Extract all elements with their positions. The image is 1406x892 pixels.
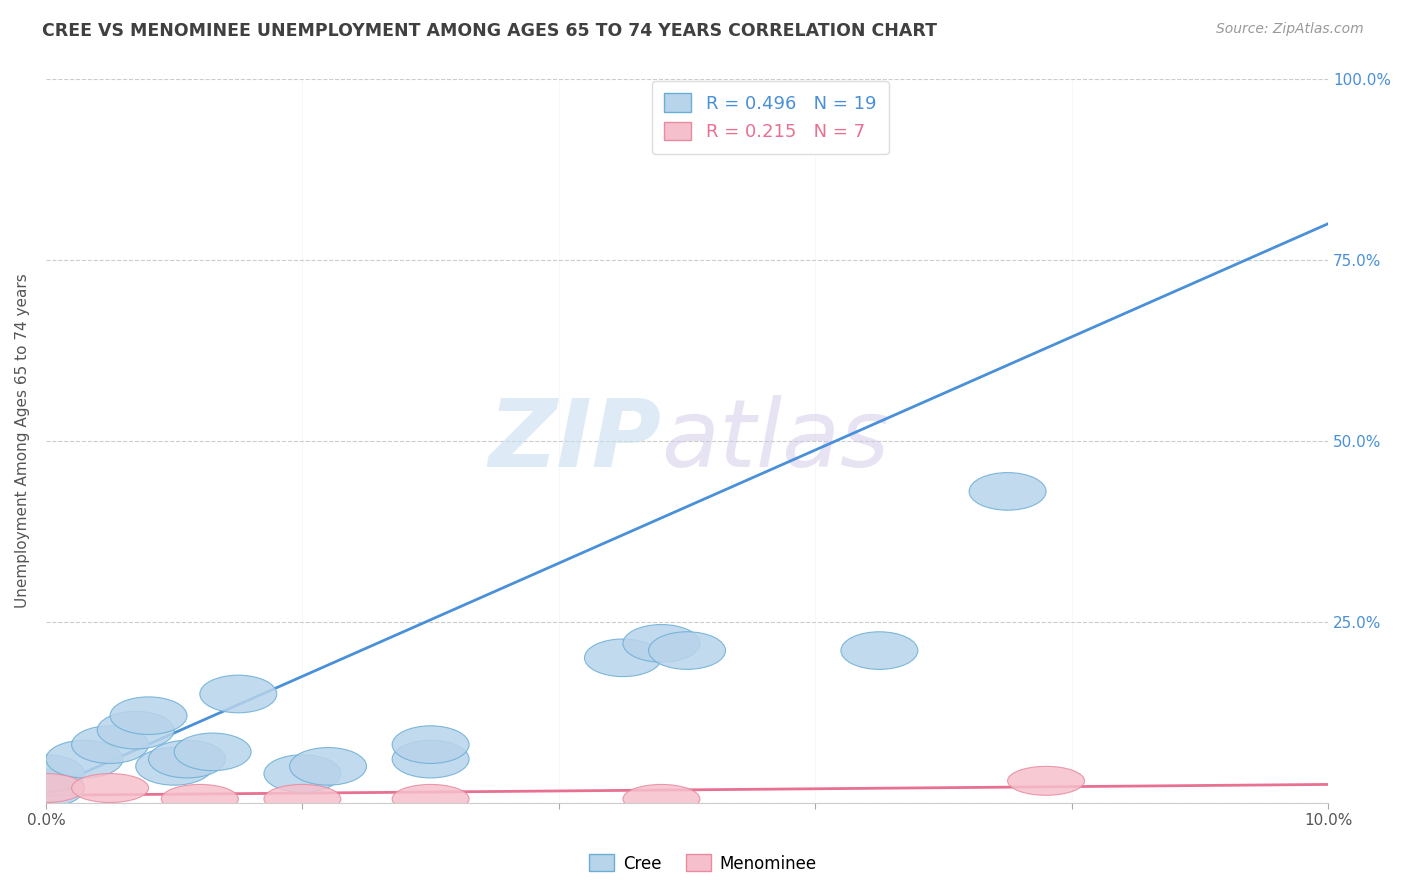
- Ellipse shape: [841, 632, 918, 669]
- Ellipse shape: [392, 740, 470, 778]
- Text: ZIP: ZIP: [488, 395, 661, 487]
- Ellipse shape: [149, 740, 225, 778]
- Text: Source: ZipAtlas.com: Source: ZipAtlas.com: [1216, 22, 1364, 37]
- Ellipse shape: [648, 632, 725, 669]
- Ellipse shape: [623, 784, 700, 814]
- Ellipse shape: [969, 473, 1046, 510]
- Y-axis label: Unemployment Among Ages 65 to 74 years: Unemployment Among Ages 65 to 74 years: [15, 273, 30, 608]
- Legend: Cree, Menominee: Cree, Menominee: [582, 847, 824, 880]
- Text: CREE VS MENOMINEE UNEMPLOYMENT AMONG AGES 65 TO 74 YEARS CORRELATION CHART: CREE VS MENOMINEE UNEMPLOYMENT AMONG AGE…: [42, 22, 938, 40]
- Text: atlas: atlas: [661, 395, 890, 486]
- Ellipse shape: [110, 697, 187, 734]
- Ellipse shape: [7, 755, 84, 792]
- Ellipse shape: [7, 769, 84, 807]
- Legend: R = 0.496   N = 19, R = 0.215   N = 7: R = 0.496 N = 19, R = 0.215 N = 7: [652, 81, 889, 153]
- Ellipse shape: [1008, 766, 1084, 796]
- Ellipse shape: [174, 733, 252, 771]
- Ellipse shape: [97, 711, 174, 749]
- Ellipse shape: [264, 784, 340, 814]
- Ellipse shape: [290, 747, 367, 785]
- Ellipse shape: [72, 726, 149, 764]
- Ellipse shape: [392, 726, 470, 764]
- Ellipse shape: [623, 624, 700, 662]
- Ellipse shape: [136, 747, 212, 785]
- Ellipse shape: [200, 675, 277, 713]
- Ellipse shape: [585, 639, 661, 677]
- Ellipse shape: [392, 784, 470, 814]
- Ellipse shape: [264, 755, 340, 792]
- Ellipse shape: [162, 784, 238, 814]
- Ellipse shape: [46, 740, 122, 778]
- Ellipse shape: [72, 773, 149, 803]
- Ellipse shape: [7, 773, 84, 803]
